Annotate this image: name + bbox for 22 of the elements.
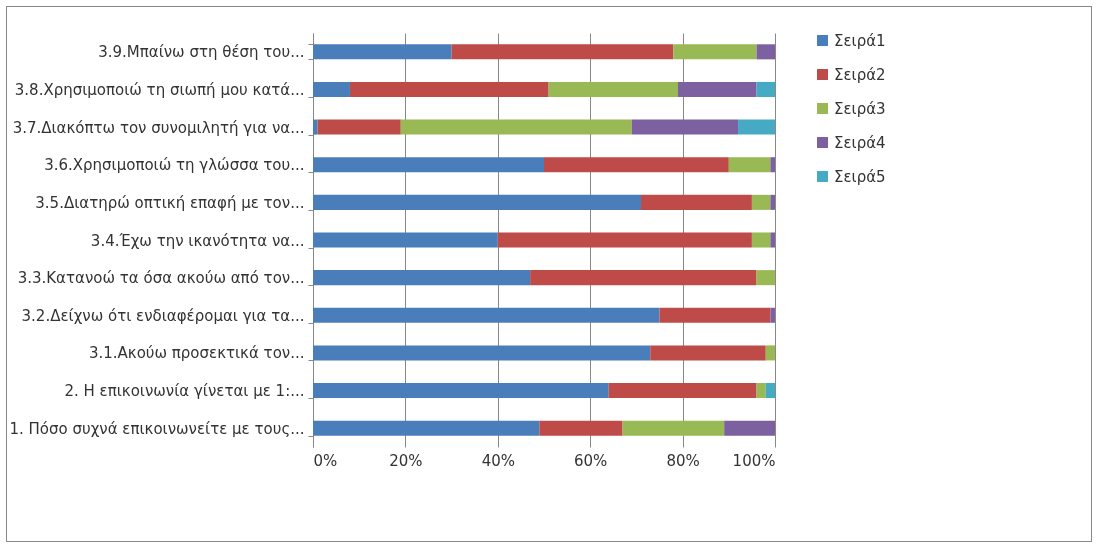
y-tick-label: 2. Η επικοινωνία γίνεται με 1:... bbox=[64, 382, 305, 401]
x-tick-label: 0% bbox=[313, 451, 338, 470]
x-tick-label: 20% bbox=[389, 451, 423, 470]
y-tick-label: 3.4.Έχω την ικανότητα να... bbox=[90, 231, 305, 250]
legend-label: Σειρά3 bbox=[834, 99, 886, 118]
legend-label: Σειρά1 bbox=[834, 31, 886, 50]
x-tick-label: 60% bbox=[574, 451, 608, 470]
y-tick-label: 1. Πόσο συχνά επικοινωνείτε με τους... bbox=[9, 419, 305, 438]
x-tick-label: 40% bbox=[481, 451, 515, 470]
legend-label: Σειρά5 bbox=[834, 167, 886, 186]
legend-label: Σειρά4 bbox=[834, 133, 886, 152]
y-tick-label: 3.7.Διακόπτω τον συνομιλητή για να... bbox=[12, 118, 305, 137]
x-tick-label: 100% bbox=[732, 451, 776, 470]
y-tick-label: 3.6.Χρησιμοποιώ τη γλώσσα του... bbox=[44, 156, 305, 175]
legend-label: Σειρά2 bbox=[834, 65, 886, 84]
y-tick-label: 3.8.Χρησιμοποιώ τη σιωπή μου κατά... bbox=[14, 80, 305, 99]
y-tick-label: 3.3.Κατανοώ τα όσα ακούω από τον... bbox=[17, 269, 305, 288]
y-tick-label: 3.5.Διατηρώ οπτική επαφή με τον... bbox=[35, 193, 305, 212]
x-tick-label: 80% bbox=[666, 451, 700, 470]
y-tick-label: 3.1.Ακούω προσεκτικά τον... bbox=[88, 344, 305, 363]
y-tick-label: 3.2.Δείχνω ότι ενδιαφέρομαι για τα... bbox=[21, 306, 305, 325]
y-tick-label: 3.9.Μπαίνω στη θέση του... bbox=[98, 43, 305, 62]
